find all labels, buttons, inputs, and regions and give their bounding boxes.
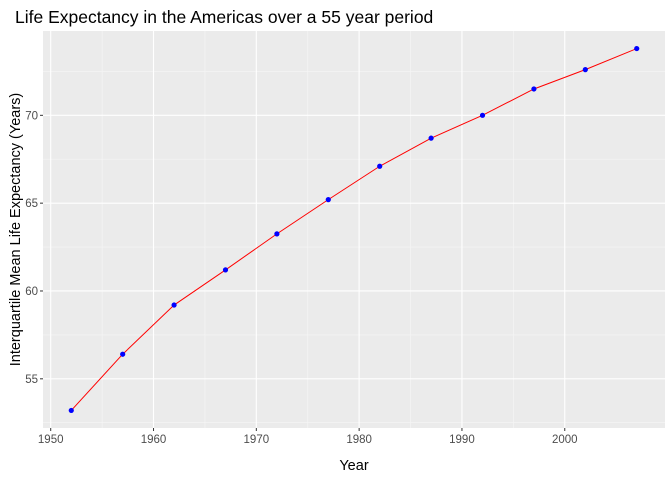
data-point: [531, 86, 537, 92]
plot-panel: [43, 31, 665, 428]
y-tick-label: 55: [25, 374, 38, 386]
data-point: [325, 197, 331, 203]
data-point: [634, 45, 640, 52]
chart-title: Life Expectancy in the Americas over a 5…: [15, 7, 433, 27]
x-tick-label: 1990: [449, 434, 475, 446]
data-point: [171, 302, 177, 308]
x-axis-title: Year: [339, 458, 368, 474]
y-tick-label: 65: [25, 198, 38, 210]
x-tick-label: 1960: [141, 434, 167, 446]
data-point: [274, 231, 280, 237]
series-line: [70, 48, 637, 411]
y-axis-title: Interquartile Mean Life Expectancy (Year…: [8, 93, 24, 367]
x-tick-label: 1970: [244, 434, 270, 446]
data-point: [222, 267, 229, 273]
x-axis: 1950 1960 1970 1980 1990 2000: [38, 428, 578, 446]
minor-gridlines: [43, 31, 665, 428]
data-series: [68, 45, 640, 414]
x-tick-label: 1950: [38, 434, 64, 446]
data-point: [377, 163, 383, 169]
data-point: [120, 351, 126, 357]
y-tick-label: 60: [25, 286, 38, 298]
data-point: [68, 407, 74, 414]
major-gridlines: [43, 31, 665, 428]
data-point: [479, 112, 486, 118]
x-tick-label: 1980: [346, 434, 372, 446]
x-tick-label: 2000: [552, 434, 578, 446]
y-axis: 55 60 65 70: [25, 110, 43, 386]
y-tick-label: 70: [25, 110, 38, 122]
data-point: [428, 135, 434, 141]
data-point: [582, 67, 588, 73]
